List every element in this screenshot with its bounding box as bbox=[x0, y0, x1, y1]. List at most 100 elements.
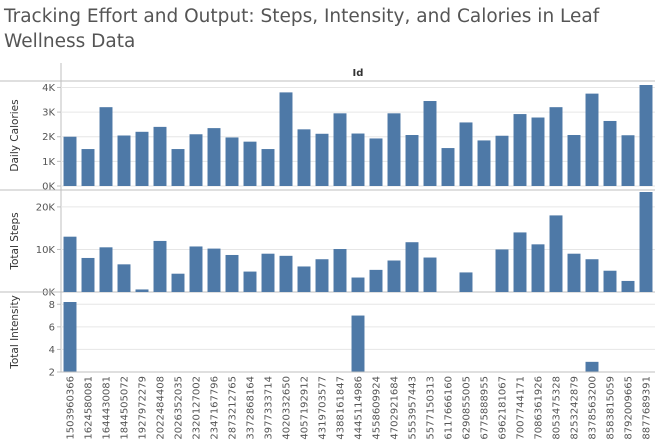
x-tick-label: 4558609924 bbox=[372, 376, 383, 440]
y-tick-label: 0K bbox=[42, 288, 55, 299]
bar bbox=[585, 93, 599, 186]
bar bbox=[135, 289, 149, 292]
bar bbox=[279, 255, 293, 292]
bar bbox=[297, 266, 311, 292]
x-tick-label: 2022484408 bbox=[156, 376, 167, 440]
x-tick-label: 8792009665 bbox=[624, 376, 635, 440]
y-axis-title: Total Intensity bbox=[9, 295, 21, 370]
y-tick-label: 0K bbox=[42, 182, 55, 193]
bar bbox=[171, 149, 185, 186]
x-tick-label: 7086361926 bbox=[534, 376, 545, 440]
y-tick-label: 10K bbox=[36, 245, 56, 256]
bar bbox=[405, 135, 419, 186]
bar bbox=[387, 113, 401, 186]
bar bbox=[135, 131, 149, 186]
bar bbox=[99, 107, 113, 186]
y-tick-label: 2 bbox=[49, 368, 55, 379]
bar bbox=[81, 149, 95, 186]
x-tick-label: 7007744171 bbox=[516, 376, 527, 440]
bar bbox=[153, 240, 167, 292]
bar bbox=[477, 140, 491, 186]
x-tick-label: 6117666160 bbox=[444, 376, 455, 440]
x-tick-label: 2026352035 bbox=[174, 376, 185, 440]
column-header: Id bbox=[353, 68, 364, 79]
bar bbox=[207, 128, 221, 186]
bar bbox=[495, 135, 509, 186]
bar bbox=[495, 249, 509, 292]
bar bbox=[351, 315, 365, 372]
y-tick-label: 20K bbox=[36, 202, 56, 213]
bar bbox=[63, 236, 77, 292]
bar bbox=[639, 192, 653, 292]
bar bbox=[333, 113, 347, 186]
bar bbox=[117, 264, 131, 292]
x-tick-label: 1844505072 bbox=[120, 376, 131, 440]
x-tick-label: 3372868164 bbox=[246, 376, 257, 440]
bar bbox=[387, 260, 401, 292]
x-tick-label: 2873212765 bbox=[228, 376, 239, 440]
bar bbox=[369, 269, 383, 292]
bar bbox=[459, 272, 473, 292]
bar bbox=[603, 120, 617, 186]
x-tick-label: 4445114986 bbox=[354, 376, 365, 440]
bar bbox=[63, 136, 77, 186]
x-tick-label: 2347167796 bbox=[210, 376, 221, 440]
x-tick-label: 6775888955 bbox=[480, 376, 491, 440]
bar bbox=[297, 129, 311, 186]
y-tick-label: 8 bbox=[49, 300, 55, 311]
bar bbox=[315, 133, 329, 186]
y-axis-title: Daily Calories bbox=[9, 99, 21, 171]
bar bbox=[585, 259, 599, 292]
y-tick-label: 1K bbox=[42, 157, 55, 168]
x-tick-label: 8877689391 bbox=[642, 376, 653, 440]
x-tick-label: 5553957443 bbox=[408, 376, 419, 440]
bar bbox=[423, 257, 437, 292]
x-tick-label: 4020332650 bbox=[282, 376, 293, 440]
bar bbox=[171, 273, 185, 292]
bar bbox=[549, 107, 563, 186]
bar bbox=[369, 138, 383, 186]
chart-title: Tracking Effort and Output: Steps, Inten… bbox=[4, 6, 600, 52]
bar bbox=[189, 134, 203, 186]
x-tick-label: 1503960366 bbox=[66, 376, 77, 440]
bar bbox=[261, 149, 275, 186]
bar bbox=[81, 257, 95, 292]
bar bbox=[225, 254, 239, 292]
x-tick-label: 4057192912 bbox=[300, 376, 311, 440]
x-tick-label: 4388161847 bbox=[336, 376, 347, 440]
y-tick-label: 4K bbox=[42, 83, 55, 94]
y-tick-label: 2K bbox=[42, 132, 55, 143]
bar bbox=[225, 137, 239, 186]
x-tick-label: 4319703577 bbox=[318, 376, 329, 440]
bar bbox=[351, 133, 365, 186]
bar bbox=[99, 247, 113, 292]
bar bbox=[531, 117, 545, 186]
x-tick-label: 1644430081 bbox=[102, 376, 113, 440]
bar bbox=[567, 253, 581, 292]
bar bbox=[531, 244, 545, 292]
x-tick-label: 8583815059 bbox=[606, 376, 617, 440]
bar bbox=[513, 232, 527, 292]
bar bbox=[585, 361, 599, 372]
bar bbox=[603, 270, 617, 292]
bar bbox=[153, 126, 167, 186]
bar bbox=[63, 302, 77, 372]
bar bbox=[333, 249, 347, 292]
bar bbox=[639, 85, 653, 186]
x-tick-label: 2320127002 bbox=[192, 376, 203, 440]
x-tick-label: 3977333714 bbox=[264, 376, 275, 440]
x-tick-label: 4702921684 bbox=[390, 376, 401, 440]
bar bbox=[621, 280, 635, 292]
bar bbox=[243, 271, 257, 292]
x-tick-label: 8378563200 bbox=[588, 376, 599, 440]
y-tick-label: 6 bbox=[49, 322, 55, 333]
bar bbox=[459, 122, 473, 186]
y-axis-title: Total Steps bbox=[9, 212, 21, 270]
bar bbox=[423, 101, 437, 186]
bar bbox=[513, 114, 527, 186]
x-tick-label: 8053475328 bbox=[552, 376, 563, 440]
bar bbox=[243, 141, 257, 186]
bar bbox=[405, 242, 419, 292]
bar bbox=[261, 253, 275, 292]
